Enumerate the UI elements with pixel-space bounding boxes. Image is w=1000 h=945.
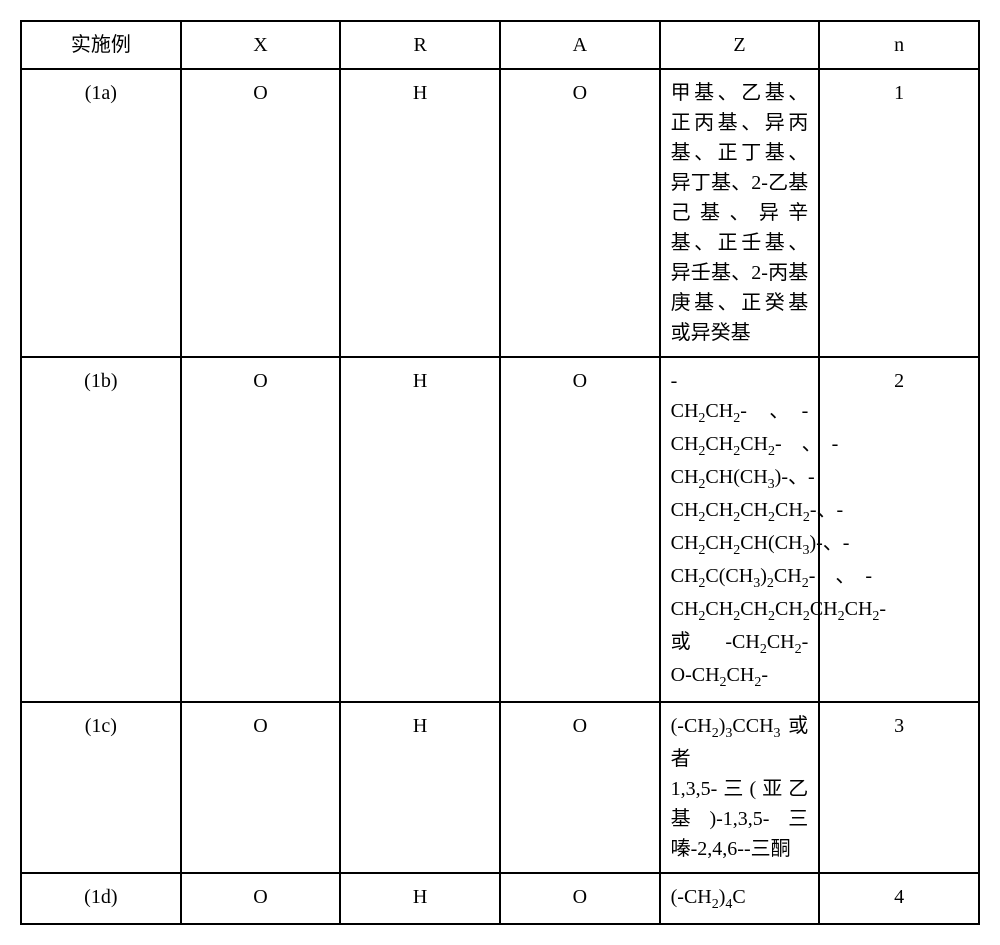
cell-n: 4 (819, 873, 979, 924)
col-header-n: n (819, 21, 979, 69)
col-header-example: 实施例 (21, 21, 181, 69)
cell-r: H (340, 69, 500, 357)
cell-r: H (340, 357, 500, 702)
col-header-a: A (500, 21, 660, 69)
table-row: (1c) O H O (-CH2)3CCH3或者1,3,5-三(亚乙基)-1,3… (21, 702, 979, 873)
header-row: 实施例 X R A Z n (21, 21, 979, 69)
cell-example: (1a) (21, 69, 181, 357)
cell-a: O (500, 873, 660, 924)
cell-z: (-CH2)4C (660, 873, 820, 924)
col-header-z: Z (660, 21, 820, 69)
table-row: (1d) O H O (-CH2)4C 4 (21, 873, 979, 924)
cell-r: H (340, 702, 500, 873)
cell-x: O (181, 69, 341, 357)
chemistry-table: 实施例 X R A Z n (1a) O H O 甲基、乙基、正丙基、异丙基、正… (20, 20, 980, 925)
col-header-r: R (340, 21, 500, 69)
cell-example: (1b) (21, 357, 181, 702)
cell-z: (-CH2)3CCH3或者1,3,5-三(亚乙基)-1,3,5-三嗪-2,4,6… (660, 702, 820, 873)
table-row: (1b) O H O -CH2CH2- 、 -CH2CH2CH2- 、 -CH2… (21, 357, 979, 702)
cell-example: (1d) (21, 873, 181, 924)
cell-z: 甲基、乙基、正丙基、异丙基、正丁基、异丁基、2-乙基己基、异辛基、正壬基、异壬基… (660, 69, 820, 357)
table-body: (1a) O H O 甲基、乙基、正丙基、异丙基、正丁基、异丁基、2-乙基己基、… (21, 69, 979, 924)
cell-a: O (500, 357, 660, 702)
cell-example: (1c) (21, 702, 181, 873)
cell-n: 2 (819, 357, 979, 702)
cell-x: O (181, 702, 341, 873)
cell-n: 1 (819, 69, 979, 357)
table-row: (1a) O H O 甲基、乙基、正丙基、异丙基、正丁基、异丁基、2-乙基己基、… (21, 69, 979, 357)
cell-r: H (340, 873, 500, 924)
cell-z: -CH2CH2- 、 -CH2CH2CH2- 、 -CH2CH(CH3)-、-C… (660, 357, 820, 702)
cell-n: 3 (819, 702, 979, 873)
cell-a: O (500, 69, 660, 357)
cell-x: O (181, 357, 341, 702)
cell-x: O (181, 873, 341, 924)
col-header-x: X (181, 21, 341, 69)
cell-a: O (500, 702, 660, 873)
